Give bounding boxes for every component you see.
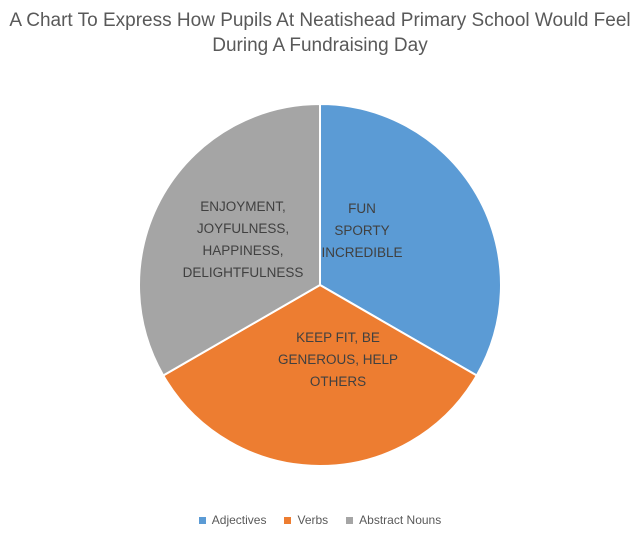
data-label-adjectives: FUN SPORTY INCREDIBLE — [321, 201, 402, 260]
legend-swatch-adjectives — [198, 516, 206, 524]
chart-title: A Chart To Express How Pupils At Neatish… — [0, 8, 640, 58]
legend-item-abstract-nouns: Abstract Nouns — [346, 513, 441, 527]
legend-swatch-abstract-nouns — [346, 516, 354, 524]
legend: Adjectives Verbs Abstract Nouns — [0, 513, 640, 527]
pie-slice-abstract-nouns — [138, 102, 321, 377]
pie-slice-adjectives — [319, 102, 502, 377]
legend-label-adjectives: Adjectives — [211, 513, 267, 527]
chart-title-line-2: During A Fundraising Day — [212, 35, 428, 56]
data-label-verbs: KEEP FIT, BE GENEROUS, HELP OTHERS — [278, 330, 398, 389]
legend-swatch-verbs — [284, 516, 292, 524]
legend-item-adjectives: Adjectives — [198, 513, 267, 527]
data-label-abstract-nouns: ENJOYMENT, JOYFULNESS, HAPPINESS, DELIGHTFU… — [183, 199, 304, 280]
chart-title-line-1: A Chart To Express How Pupils At Neatish… — [9, 10, 631, 31]
legend-label-verbs: Verbs — [297, 513, 329, 527]
legend-item-verbs: Verbs — [284, 513, 328, 527]
legend-label-abstract-nouns: Abstract Nouns — [359, 513, 442, 527]
